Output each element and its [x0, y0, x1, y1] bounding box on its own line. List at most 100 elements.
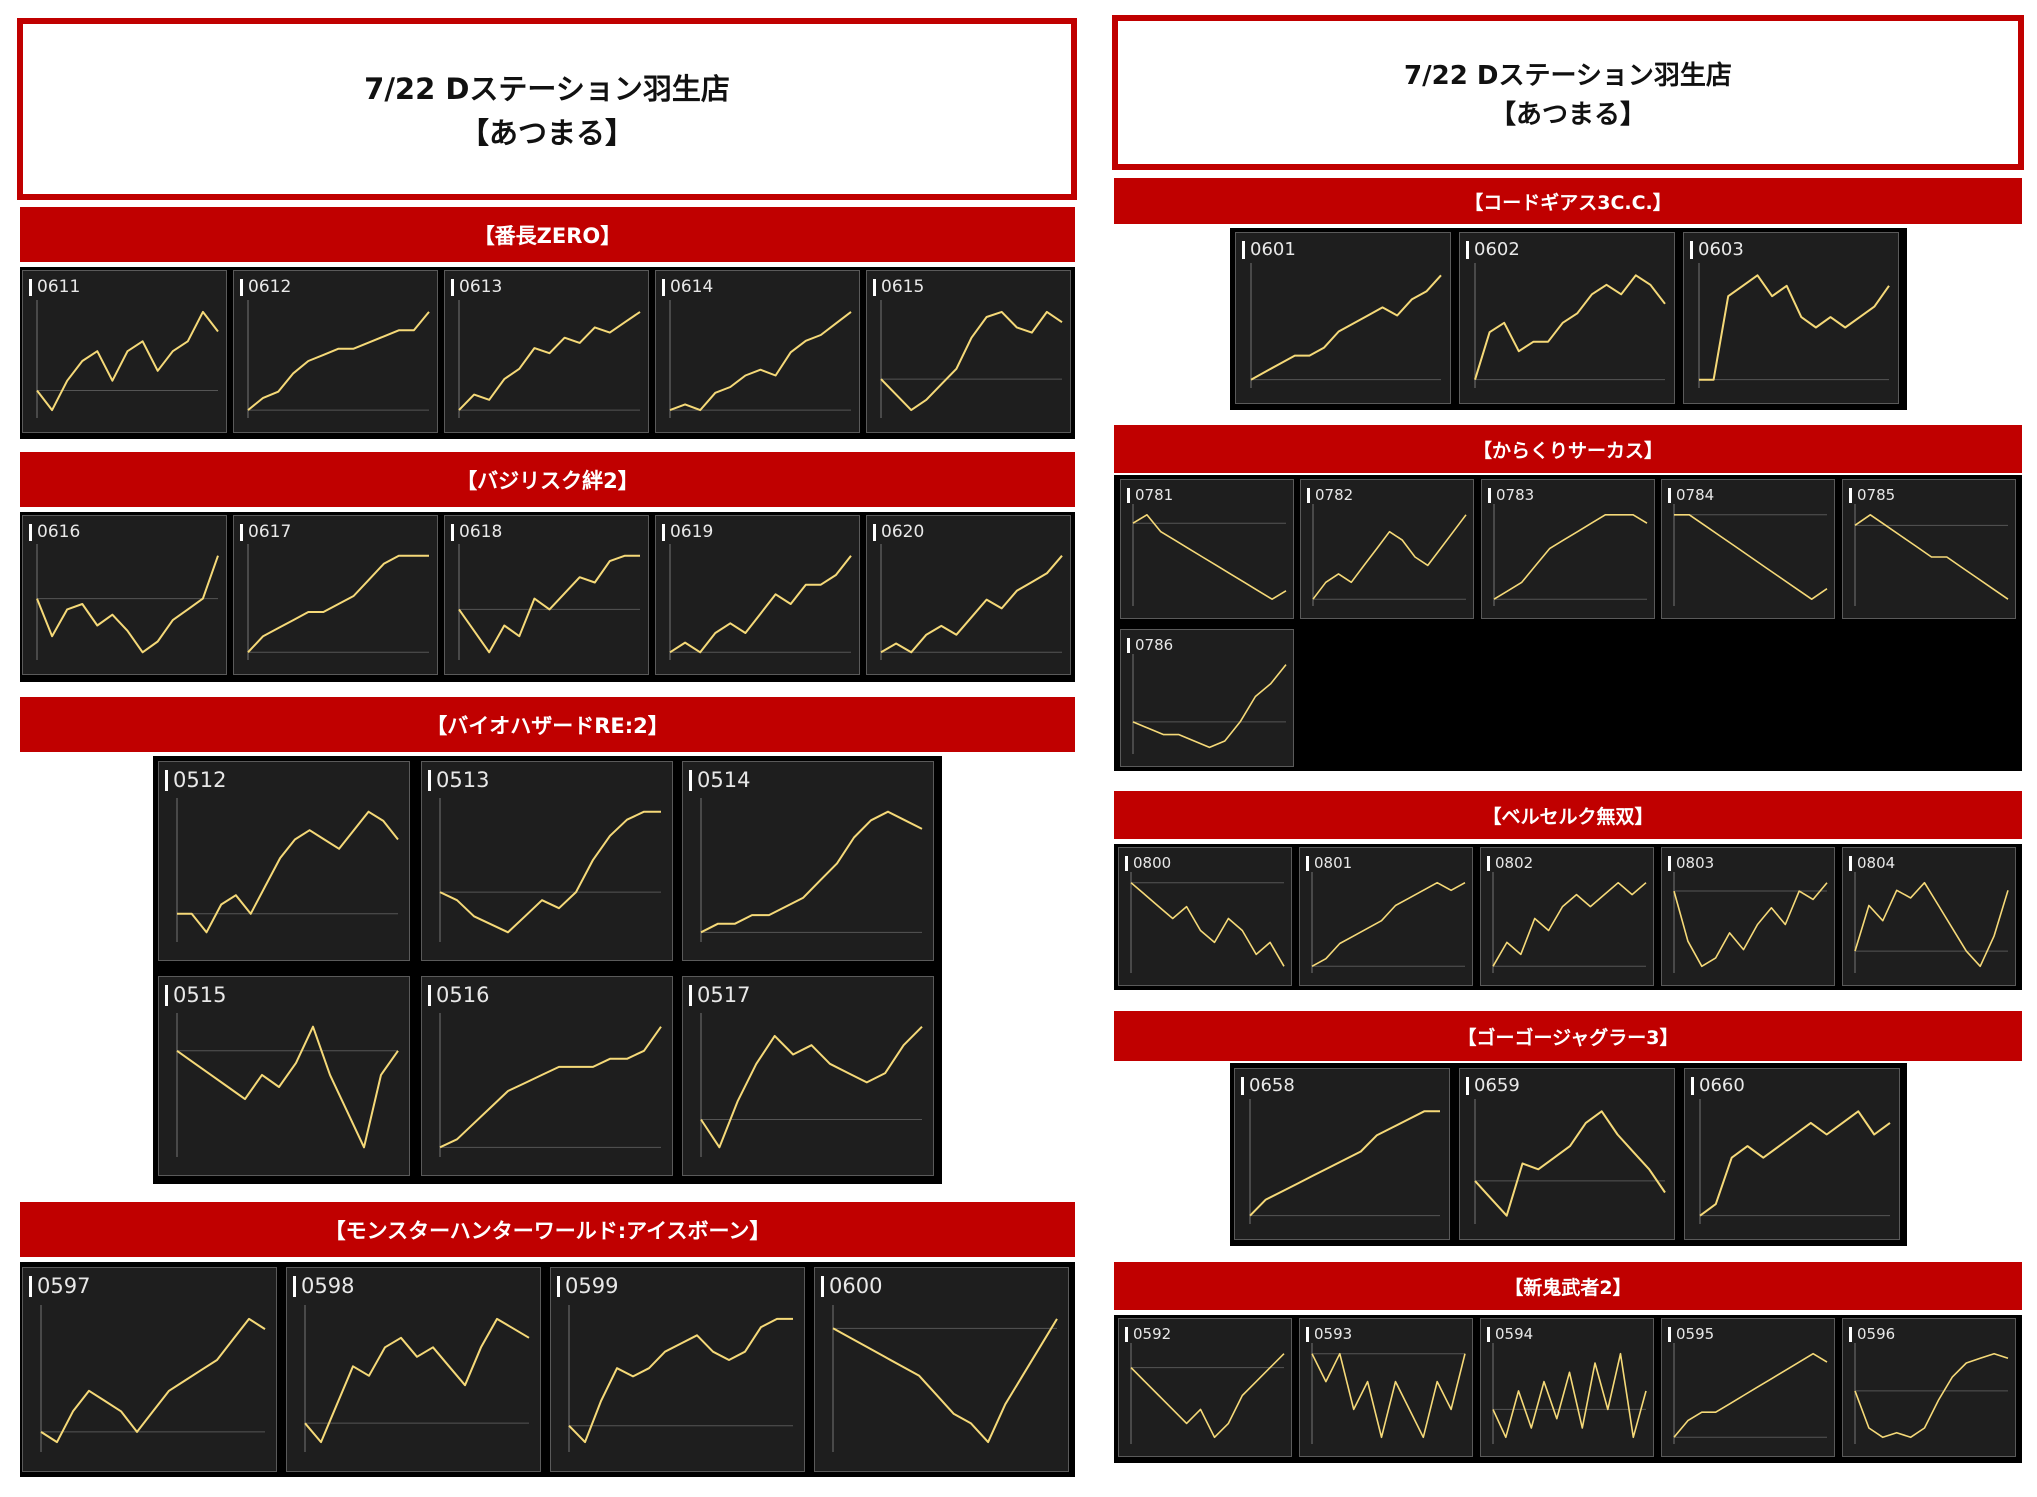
chart-tile-0803[interactable]: 0803	[1661, 847, 1835, 986]
chart-plot	[669, 300, 852, 418]
chart-tile-0785[interactable]: 0785	[1842, 479, 2016, 619]
chart-tile-0782[interactable]: 0782	[1300, 479, 1474, 619]
chart-plot	[700, 1013, 923, 1157]
chart-tile-label: 0515	[165, 985, 226, 1006]
series-line-0597	[40, 1317, 266, 1444]
series-line-0595	[1673, 1352, 1828, 1438]
chart-tile-label: 0614	[662, 279, 713, 296]
chart-tile-0593[interactable]: 0593	[1299, 1318, 1473, 1457]
series-line-0517	[700, 1025, 923, 1149]
chart-plot	[458, 300, 641, 418]
right-title-box: 7/22 Dステーション羽生店 【あつまる】	[1112, 15, 2024, 170]
chart-tile-0615[interactable]: 0615	[866, 270, 1071, 433]
chart-tile-0781[interactable]: 0781	[1120, 479, 1294, 619]
chart-tile-0612[interactable]: 0612	[233, 270, 438, 433]
chart-tile-0617[interactable]: 0617	[233, 515, 438, 675]
chart-tile-label: 0596	[1849, 1327, 1895, 1342]
chart-tile-label: 0514	[689, 770, 750, 791]
chart-tile-label: 0658	[1241, 1077, 1295, 1095]
chart-plot	[1474, 1099, 1666, 1224]
chart-tile-0658[interactable]: 0658	[1234, 1068, 1450, 1240]
chart-tile-0620[interactable]: 0620	[866, 515, 1071, 675]
chart-tile-0598[interactable]: 0598	[286, 1267, 541, 1472]
chart-tile-0783[interactable]: 0783	[1481, 479, 1655, 619]
chart-tile-0660[interactable]: 0660	[1684, 1068, 1900, 1240]
chart-tile-label: 0619	[662, 524, 713, 541]
chart-tile-0597[interactable]: 0597	[22, 1267, 277, 1472]
chart-plot	[1250, 263, 1442, 388]
chart-tile-0592[interactable]: 0592	[1118, 1318, 1292, 1457]
chart-plot	[700, 798, 923, 942]
series-line-0596	[1854, 1352, 2009, 1439]
series-line-0782	[1312, 514, 1467, 600]
chart-tile-0594[interactable]: 0594	[1480, 1318, 1654, 1457]
series-line-0802	[1492, 881, 1647, 967]
right-title-line-1: 7/22 Dステーション羽生店	[1404, 60, 1732, 91]
chart-plot	[1311, 1343, 1466, 1444]
chart-plot	[1130, 1343, 1285, 1444]
chart-tile-0595[interactable]: 0595	[1661, 1318, 1835, 1457]
chart-plot	[832, 1305, 1058, 1452]
chart-tile-0802[interactable]: 0802	[1480, 847, 1654, 986]
chart-tile-label: 0786	[1127, 638, 1173, 653]
chart-tile-0517[interactable]: 0517	[682, 976, 934, 1176]
chart-plot	[568, 1305, 793, 1452]
chart-tile-0600[interactable]: 0600	[814, 1267, 1069, 1472]
chart-tile-label: 0782	[1307, 488, 1353, 503]
chart-tile-label: 0603	[1690, 241, 1744, 259]
chart-tile-label: 0612	[240, 279, 291, 296]
chart-tile-0603[interactable]: 0603	[1683, 232, 1899, 404]
series-line-0658	[1249, 1110, 1440, 1217]
chart-plot	[1854, 504, 2009, 606]
chart-tile-0514[interactable]: 0514	[682, 761, 934, 961]
chart-plot	[247, 544, 429, 660]
chart-tile-0515[interactable]: 0515	[158, 976, 410, 1176]
chart-plot	[1492, 872, 1647, 973]
chart-plot	[1311, 872, 1466, 973]
chart-plot	[880, 300, 1063, 418]
series-line-0801	[1311, 881, 1466, 968]
series-line-0616	[36, 555, 219, 654]
chart-plot	[1699, 1099, 1891, 1224]
chart-plot	[40, 1305, 266, 1452]
chart-plot	[304, 1305, 530, 1452]
chart-tile-label: 0785	[1849, 488, 1895, 503]
chart-tile-0611[interactable]: 0611	[22, 270, 227, 433]
series-line-0592	[1130, 1353, 1285, 1439]
chart-tile-0659[interactable]: 0659	[1459, 1068, 1675, 1240]
chart-tile-0602[interactable]: 0602	[1459, 232, 1675, 404]
chart-tile-label: 0517	[689, 985, 750, 1006]
chart-tile-label: 0512	[165, 770, 226, 791]
chart-tile-0599[interactable]: 0599	[550, 1267, 805, 1472]
series-line-0619	[669, 555, 852, 654]
chart-tile-0613[interactable]: 0613	[444, 270, 649, 433]
chart-tile-0801[interactable]: 0801	[1299, 847, 1473, 986]
chart-plot	[458, 544, 640, 660]
chart-tile-0516[interactable]: 0516	[421, 976, 673, 1176]
chart-tile-0784[interactable]: 0784	[1661, 479, 1835, 619]
chart-tile-0804[interactable]: 0804	[1842, 847, 2016, 986]
chart-tile-0786[interactable]: 0786	[1120, 629, 1294, 767]
section-3-header: 【バイオハザードRE:2】	[20, 697, 1075, 752]
section-5-header: 【コードギアス3C.C.】	[1114, 178, 2022, 224]
chart-plot	[1854, 872, 2009, 973]
chart-plot	[439, 1013, 662, 1157]
chart-tile-0616[interactable]: 0616	[22, 515, 227, 675]
series-line-0614	[669, 311, 852, 412]
chart-tile-0513[interactable]: 0513	[421, 761, 673, 961]
chart-tile-0618[interactable]: 0618	[444, 515, 649, 675]
chart-tile-label: 0804	[1849, 856, 1895, 871]
chart-tile-0800[interactable]: 0800	[1118, 847, 1292, 986]
chart-tile-0601[interactable]: 0601	[1235, 232, 1451, 404]
chart-tile-0512[interactable]: 0512	[158, 761, 410, 961]
left-title-line-1: 7/22 Dステーション羽生店	[364, 72, 730, 106]
series-line-0660	[1699, 1110, 1891, 1217]
series-line-0620	[880, 555, 1063, 654]
series-line-0659	[1474, 1110, 1666, 1217]
chart-plot	[1492, 1343, 1647, 1444]
chart-tile-0619[interactable]: 0619	[655, 515, 860, 675]
chart-tile-0614[interactable]: 0614	[655, 270, 860, 433]
chart-plot	[1698, 263, 1890, 388]
chart-tile-0596[interactable]: 0596	[1842, 1318, 2016, 1457]
chart-plot	[1474, 263, 1666, 388]
